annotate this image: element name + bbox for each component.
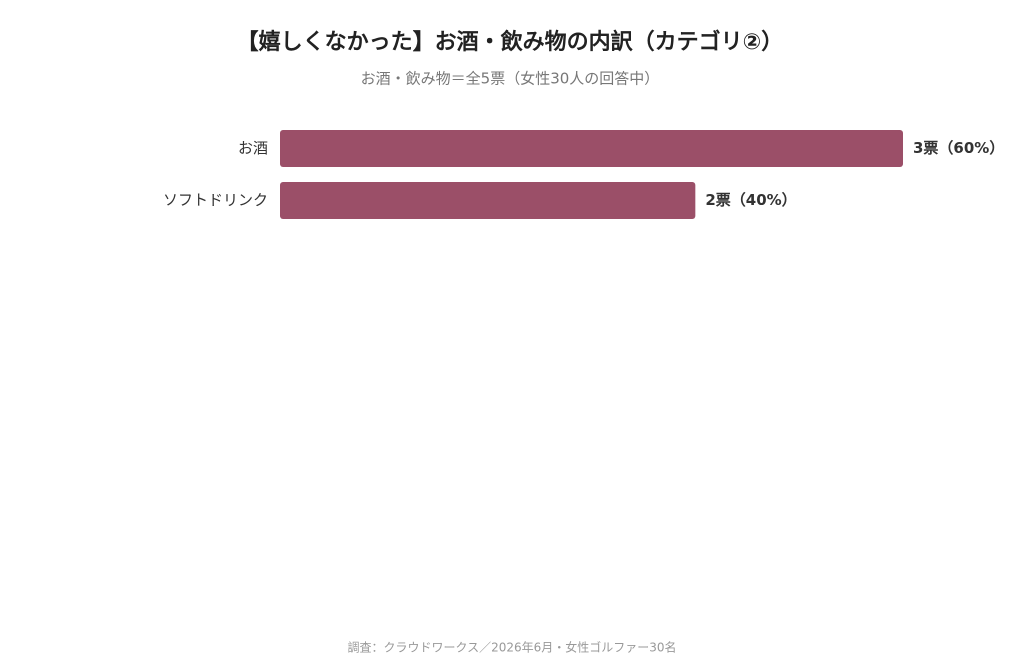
- value-label: 3票（60%）: [913, 139, 1004, 157]
- chart-title: 【嬉しくなかった】お酒・飲み物の内訳（カテゴリ②）: [237, 29, 784, 55]
- chart-subtitle: お酒・飲み物＝全5票（女性30人の回答中）: [361, 70, 660, 88]
- category-label: ソフトドリンク: [163, 191, 268, 209]
- category-label: お酒: [238, 139, 268, 157]
- bar: [280, 130, 903, 167]
- value-label: 2票（40%）: [705, 191, 796, 209]
- source-note: 調査：クラウドワークス／2026年6月・女性ゴルファー30名: [347, 640, 676, 655]
- bar: [280, 182, 696, 219]
